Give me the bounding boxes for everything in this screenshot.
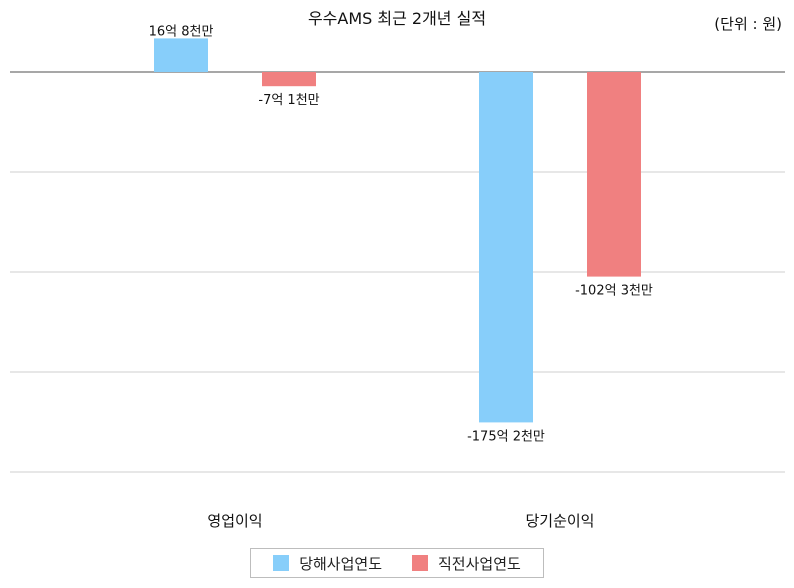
bar-chart: 우수AMS 최근 2개년 실적 (단위 : 원) 16억 8천만 -175억 2천… (10, 9, 785, 530)
bar-current-1[interactable] (479, 72, 533, 423)
legend-label-previous-year: 직전사업연도 (438, 554, 521, 573)
legend-item-previous-year[interactable]: 직전사업연도 (412, 553, 521, 574)
data-label: -7억 1천만 (258, 93, 319, 108)
data-label: 16억 8천만 (149, 24, 214, 39)
unit-label: (단위 : 원) (714, 15, 782, 33)
category-label: 당기순이익 (525, 512, 594, 530)
bar-current-0[interactable] (154, 38, 208, 72)
legend-label-current-year: 당해사업연도 (299, 554, 382, 573)
bar-previous-0[interactable] (262, 72, 316, 87)
chart-legend: 당해사업연도 직전사업연도 (250, 548, 544, 578)
chart-title: 우수AMS 최근 2개년 실적 (308, 9, 486, 28)
legend-swatch-current-year (273, 555, 290, 571)
data-label: -175억 2천만 (467, 429, 545, 444)
legend-item-current-year[interactable]: 당해사업연도 (273, 553, 382, 574)
category-label: 영업이익 (207, 512, 262, 530)
legend-swatch-previous-year (412, 555, 428, 571)
data-label: -102억 3천만 (575, 284, 653, 299)
bar-previous-1[interactable] (587, 72, 641, 277)
